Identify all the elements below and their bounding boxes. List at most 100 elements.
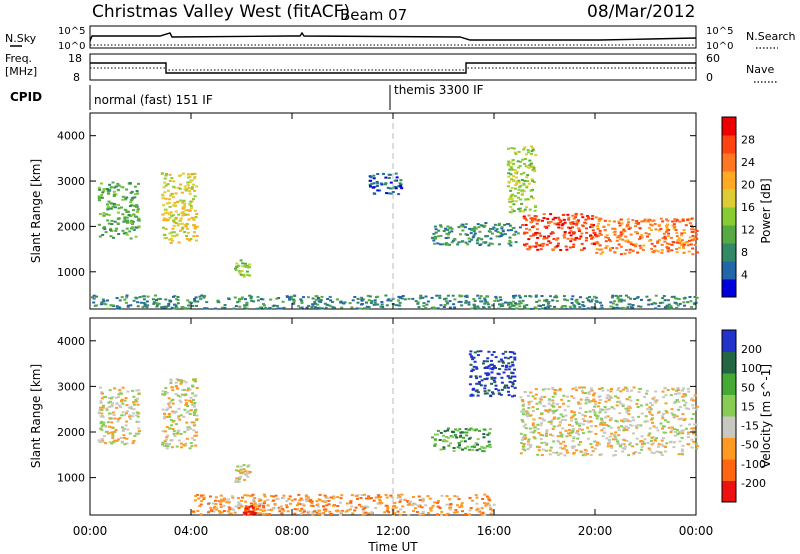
velocity-cell xyxy=(128,414,132,417)
power-cell xyxy=(223,304,227,306)
power-cell xyxy=(529,235,533,237)
power-cell xyxy=(516,232,520,235)
velocity-cell xyxy=(185,426,189,429)
velocity-cell xyxy=(424,504,428,507)
power-cell xyxy=(619,294,623,297)
velocity-cell xyxy=(601,389,605,392)
power-cell xyxy=(183,202,187,205)
power-cell xyxy=(272,304,276,307)
velocity-cell xyxy=(623,439,626,442)
power-cell xyxy=(164,174,168,177)
velocity-cell xyxy=(191,392,195,395)
power-cell xyxy=(670,249,674,252)
velocity-cell xyxy=(137,420,141,423)
power-cell xyxy=(563,298,567,301)
velocity-cell xyxy=(623,417,627,420)
power-cell xyxy=(654,302,658,305)
velocity-cell xyxy=(254,505,258,508)
velocity-cell xyxy=(551,399,555,402)
velocity-cell xyxy=(586,426,590,429)
velocity-cell xyxy=(396,496,400,499)
power-cell xyxy=(453,298,457,301)
power-cell xyxy=(439,234,443,237)
power-cell xyxy=(179,199,183,202)
power-cell xyxy=(174,210,178,213)
velocity-cell xyxy=(244,512,248,515)
velocity-cell xyxy=(458,447,462,450)
power-cell xyxy=(439,225,443,228)
velocity-cell xyxy=(310,500,314,503)
power-cell xyxy=(536,236,540,239)
power-cell xyxy=(205,301,209,304)
velocity-cell xyxy=(398,495,402,498)
velocity-cell xyxy=(162,393,166,396)
power-cell xyxy=(682,243,686,246)
velocity-cell xyxy=(164,442,168,445)
power-cell xyxy=(129,222,133,224)
power-cell xyxy=(123,216,127,219)
velocity-cell xyxy=(513,380,517,382)
power-cell xyxy=(154,301,158,304)
velocity-cell xyxy=(99,427,103,430)
velocity-cell xyxy=(168,401,172,404)
power-cell xyxy=(384,182,388,185)
power-colorbar-tick: 24 xyxy=(741,156,755,169)
power-colorbar-tick: 20 xyxy=(741,179,755,192)
power-cell xyxy=(581,304,585,306)
power-cell xyxy=(195,213,199,215)
power-cell xyxy=(124,231,128,234)
power-cell xyxy=(187,173,190,176)
power-cell xyxy=(103,226,106,229)
velocity-cell xyxy=(513,358,517,361)
power-cell xyxy=(482,241,486,244)
velocity-cell xyxy=(131,412,135,415)
velocity-cell xyxy=(376,502,380,505)
power-cell xyxy=(487,306,491,309)
velocity-cell xyxy=(311,513,315,516)
velocity-colorbar-frame xyxy=(721,329,737,503)
power-cell xyxy=(398,307,402,310)
velocity-cell xyxy=(476,354,480,357)
velocity-cell xyxy=(168,406,172,409)
power-cell xyxy=(607,237,610,239)
power-cell xyxy=(634,222,638,225)
velocity-cell xyxy=(657,450,661,453)
power-cell xyxy=(179,174,182,177)
power-cell xyxy=(512,180,516,183)
velocity-cell xyxy=(570,395,574,398)
power-cell xyxy=(385,192,389,195)
velocity-cell xyxy=(506,386,510,389)
power-cell xyxy=(100,196,104,199)
velocity-cell xyxy=(634,424,638,427)
power-cell xyxy=(128,230,132,233)
power-frame xyxy=(89,112,697,310)
power-cell xyxy=(592,224,595,226)
velocity-cell xyxy=(354,494,358,497)
velocity-cell xyxy=(513,368,516,371)
velocity-cell xyxy=(534,393,538,396)
velocity-cell xyxy=(185,402,189,405)
power-cell xyxy=(164,298,168,301)
power-cell xyxy=(132,204,136,207)
velocity-cell xyxy=(589,430,593,433)
power-cell xyxy=(320,295,324,298)
velocity-cell xyxy=(448,506,452,509)
velocity-cell xyxy=(236,504,240,507)
power-cell xyxy=(641,236,644,239)
power-cell xyxy=(641,248,645,251)
velocity-cell xyxy=(503,356,507,359)
power-cell xyxy=(394,187,398,190)
velocity-cell xyxy=(621,403,625,406)
power-cell xyxy=(184,307,188,310)
velocity-cell xyxy=(539,402,542,405)
power-cell xyxy=(691,230,695,233)
velocity-cell xyxy=(673,415,677,418)
velocity-cell xyxy=(471,388,475,391)
power-cell xyxy=(675,232,679,235)
power-cell xyxy=(444,300,448,303)
power-cell xyxy=(277,297,281,299)
power-cell xyxy=(672,223,676,226)
velocity-cell xyxy=(190,399,193,402)
velocity-cell xyxy=(442,434,445,437)
velocity-cell xyxy=(161,441,165,444)
